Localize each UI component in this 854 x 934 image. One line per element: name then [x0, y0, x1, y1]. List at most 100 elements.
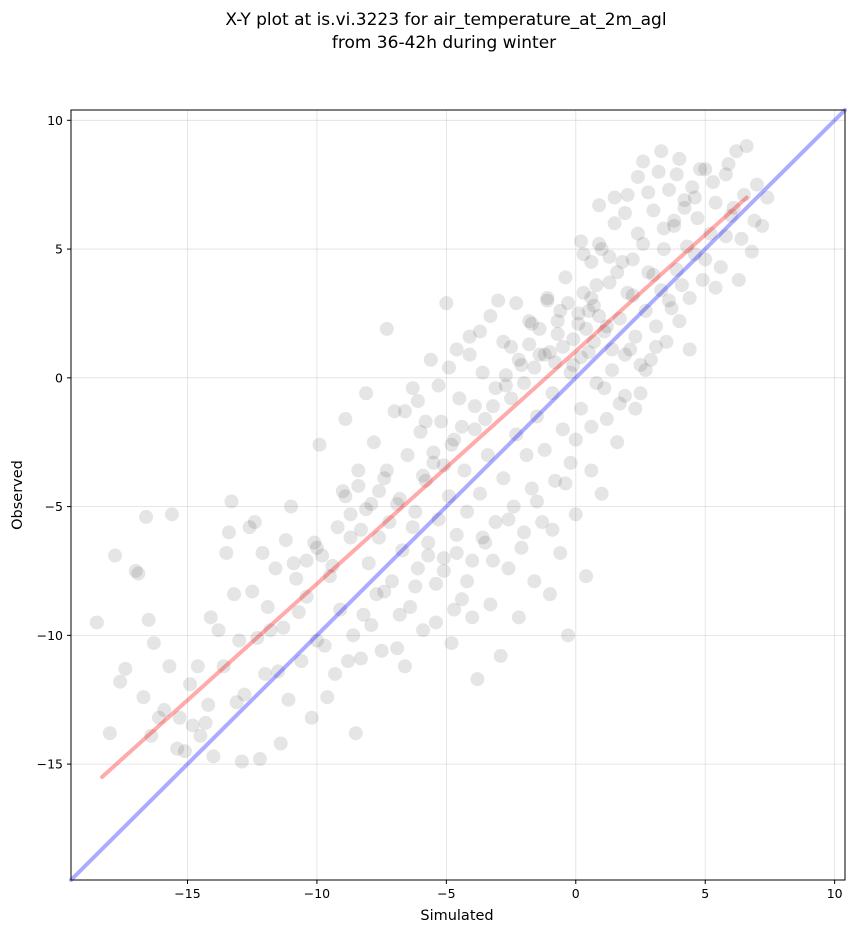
data-point: [250, 630, 265, 645]
data-point: [519, 448, 534, 463]
data-point: [698, 252, 713, 267]
data-point: [317, 638, 332, 653]
data-point: [506, 499, 521, 514]
data-point: [343, 530, 358, 545]
data-point: [418, 414, 433, 429]
data-point: [312, 437, 327, 452]
data-point: [537, 442, 552, 457]
data-point: [669, 262, 684, 277]
grid-lines: [71, 110, 845, 880]
data-point: [571, 306, 586, 321]
data-point: [478, 535, 493, 550]
data-point: [589, 375, 604, 390]
data-point: [338, 489, 353, 504]
data-point: [636, 236, 651, 251]
data-point: [400, 448, 415, 463]
data-point: [610, 435, 625, 450]
data-point: [335, 484, 350, 499]
data-point: [164, 507, 179, 522]
x-tick-label: 0: [572, 886, 580, 901]
data-point: [449, 342, 464, 357]
data-point: [535, 515, 550, 530]
data-point: [377, 471, 392, 486]
data-point: [589, 278, 604, 293]
data-point: [566, 357, 581, 372]
y-tick-label: −15: [37, 757, 63, 772]
data-point: [245, 584, 260, 599]
data-point: [320, 690, 335, 705]
data-point: [382, 515, 397, 530]
data-point: [584, 419, 599, 434]
data-point: [102, 726, 117, 741]
data-point: [581, 345, 596, 360]
data-point: [462, 329, 477, 344]
data-point: [387, 404, 402, 419]
data-point: [278, 533, 293, 548]
data-point: [610, 265, 625, 280]
data-point: [747, 213, 762, 228]
data-point: [467, 399, 482, 414]
data-point: [141, 612, 156, 627]
data-point: [576, 247, 591, 262]
data-point: [659, 334, 674, 349]
data-point: [379, 321, 394, 336]
data-point: [162, 659, 177, 674]
x-tick-label: −5: [437, 886, 455, 901]
data-point: [739, 139, 754, 154]
data-point: [713, 260, 728, 275]
data-point: [633, 386, 648, 401]
data-point: [592, 309, 607, 324]
data-point: [677, 193, 692, 208]
data-point: [152, 710, 167, 725]
data-point: [496, 471, 511, 486]
data-point: [667, 218, 682, 233]
data-point: [434, 414, 449, 429]
data-point: [444, 437, 459, 452]
data-point: [597, 324, 612, 339]
data-point: [483, 309, 498, 324]
data-point: [491, 293, 506, 308]
data-point: [664, 301, 679, 316]
data-point: [436, 563, 451, 578]
data-point: [328, 666, 343, 681]
data-point: [498, 378, 513, 393]
data-point: [421, 535, 436, 550]
data-point: [545, 386, 560, 401]
data-point: [343, 507, 358, 522]
data-point: [617, 206, 632, 221]
data-point: [457, 463, 472, 478]
x-tick-label: 5: [701, 886, 709, 901]
data-point: [397, 404, 412, 419]
data-point: [431, 512, 446, 527]
data-point: [356, 607, 371, 622]
data-point: [268, 561, 283, 576]
data-point: [351, 478, 366, 493]
data-point: [623, 342, 638, 357]
data-point: [514, 357, 529, 372]
data-point: [695, 272, 710, 287]
data-point: [553, 545, 568, 560]
data-point: [384, 574, 399, 589]
data-point: [532, 347, 547, 362]
data-point: [672, 151, 687, 166]
data-point: [540, 290, 555, 305]
x-tick-label: 10: [827, 886, 843, 901]
data-point: [586, 298, 601, 313]
data-point: [340, 654, 355, 669]
data-point: [672, 314, 687, 329]
data-point: [685, 180, 700, 195]
data-point: [602, 275, 617, 290]
data-point: [330, 520, 345, 535]
data-point: [524, 316, 539, 331]
data-point: [579, 569, 594, 584]
data-point: [638, 363, 653, 378]
data-point: [641, 265, 656, 280]
data-point: [760, 190, 775, 205]
data-point: [584, 290, 599, 305]
x-tick-label: −10: [304, 886, 330, 901]
fit-line: [100, 195, 749, 779]
data-point: [703, 226, 718, 241]
chart-title: X-Y plot at is.vi.3223 for air_temperatu…: [225, 10, 666, 30]
data-point: [576, 285, 591, 300]
